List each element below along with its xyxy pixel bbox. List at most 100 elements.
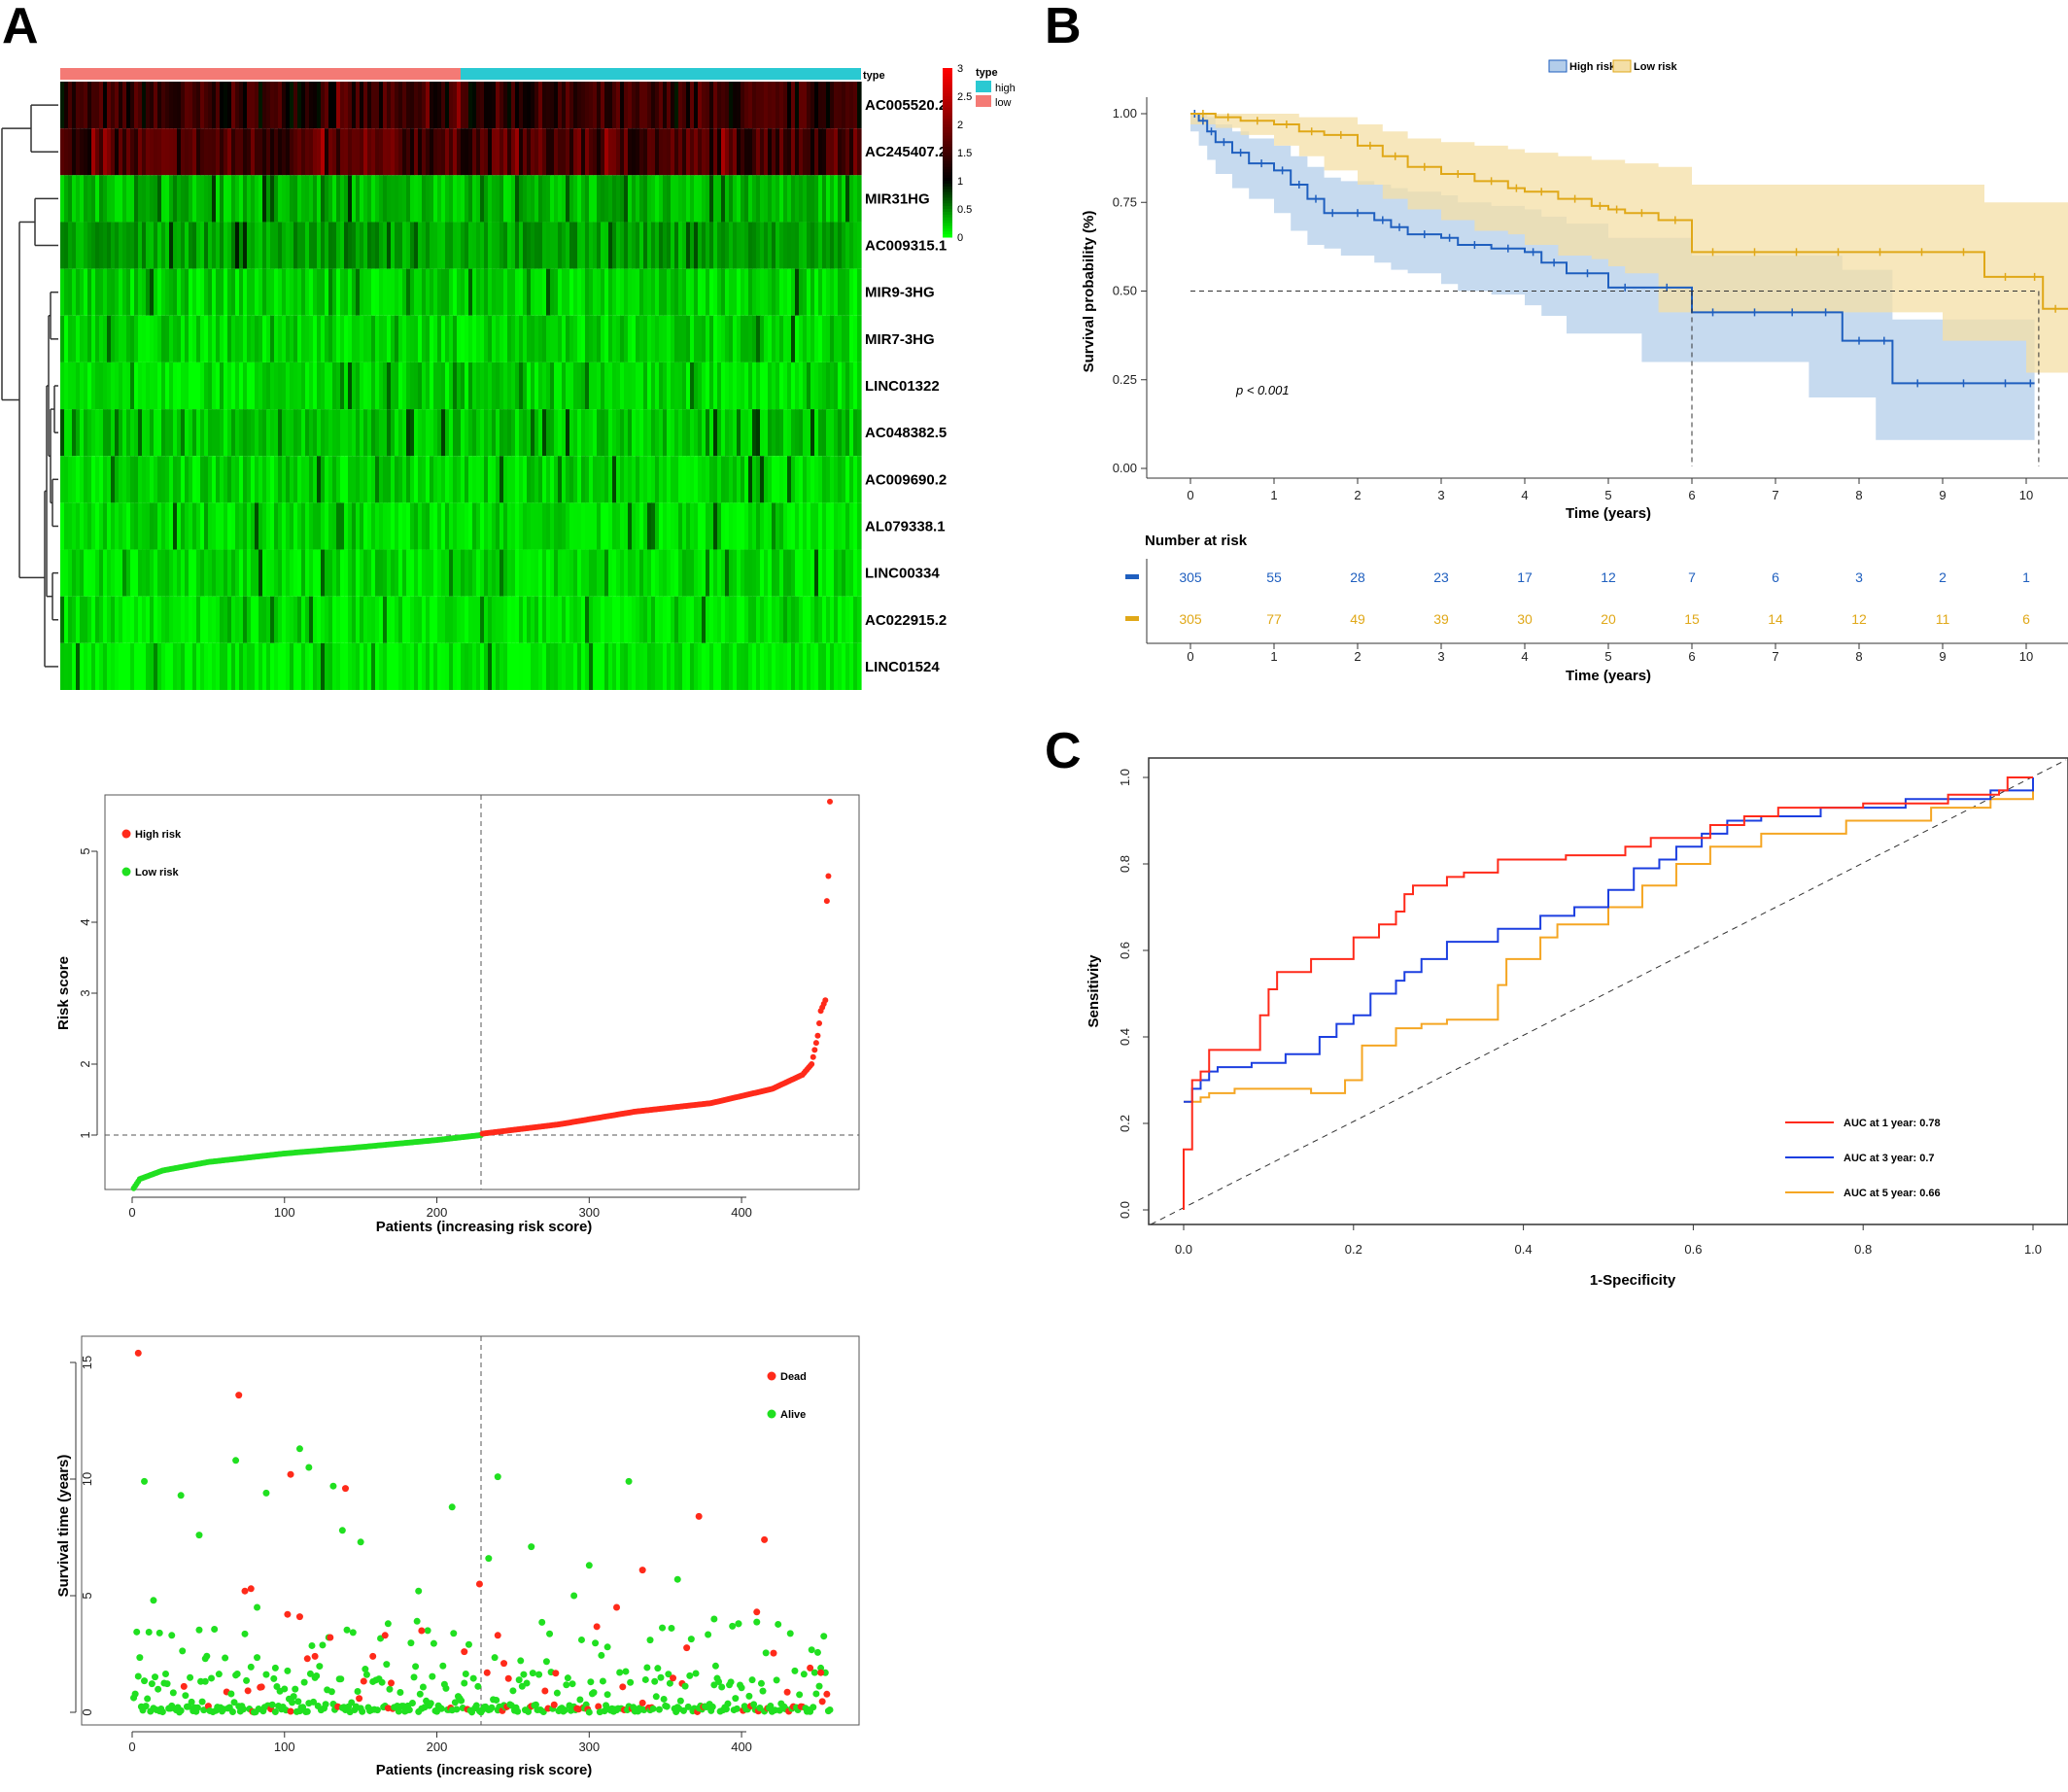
heatmap-cell: [826, 362, 831, 410]
heatmap-cell: [558, 596, 563, 643]
heatmap-cell: [527, 549, 532, 597]
heatmap-cell: [706, 409, 710, 457]
heatmap-cell: [169, 222, 174, 269]
heatmap-cell: [690, 362, 695, 410]
surv-point-dead: [235, 1392, 243, 1399]
surv-point-dead: [619, 1683, 627, 1691]
heatmap-cell: [531, 456, 535, 503]
heatmap-cell: [177, 502, 182, 550]
heatmap-cell: [344, 175, 349, 223]
heatmap-cell: [453, 82, 458, 129]
risk-table-low-value: 11: [1936, 611, 1950, 627]
heatmap-cell: [200, 222, 205, 269]
heatmap-cell: [328, 549, 333, 597]
colorbar-segment: [943, 132, 952, 137]
heatmap-cell: [150, 549, 155, 597]
heatmap-cell: [185, 642, 190, 690]
heatmap-cell: [542, 362, 547, 410]
colorbar-segment: [943, 186, 952, 190]
heatmap-cell: [647, 128, 652, 176]
heatmap-cell: [601, 222, 605, 269]
surv-point-dead: [683, 1644, 691, 1652]
colorbar-segment: [943, 172, 952, 176]
heatmap-cell: [550, 222, 555, 269]
heatmap-cell: [597, 596, 602, 643]
heatmap-cell: [146, 502, 151, 550]
heatmap-cell: [527, 502, 532, 550]
heatmap-cell: [803, 549, 808, 597]
heatmap-cell: [834, 502, 839, 550]
risk-points: [130, 798, 833, 1191]
heatmap-cell: [130, 596, 135, 643]
heatmap-cell: [95, 409, 100, 457]
heatmap-cell: [84, 596, 88, 643]
heatmap-cell: [235, 222, 240, 269]
heatmap-cell: [484, 596, 489, 643]
heatmap-cell: [620, 315, 625, 362]
heatmap-cell: [511, 175, 516, 223]
heatmap-cell: [492, 409, 497, 457]
heatmap-cell: [620, 268, 625, 316]
heatmap-cell: [363, 175, 368, 223]
heatmap-cell: [157, 268, 162, 316]
heatmap-cell: [165, 642, 170, 690]
heatmap-cell: [107, 128, 112, 176]
heatmap-cell: [64, 456, 69, 503]
heatmap-cell: [406, 222, 411, 269]
surv-point-dead: [369, 1652, 377, 1660]
heatmap-cell: [367, 596, 372, 643]
surv-point-alive: [733, 1705, 741, 1712]
heatmap-cell: [220, 128, 224, 176]
heatmap-cell: [437, 268, 442, 316]
heatmap-cell: [185, 549, 190, 597]
heatmap-cell: [546, 502, 551, 550]
heatmap-cell: [122, 642, 127, 690]
heatmap-cell: [348, 315, 353, 362]
roc-y-tick-label: 0.0: [1118, 1201, 1132, 1219]
heatmap-cell: [126, 549, 131, 597]
heatmap-cell: [119, 409, 123, 457]
heatmap-cell: [266, 502, 271, 550]
heatmap-cell: [177, 549, 182, 597]
heatmap-cell: [558, 362, 563, 410]
roc-legend-label-3: AUC at 3 year: 0.7: [1844, 1153, 1935, 1164]
heatmap-cell: [297, 82, 302, 129]
heatmap-cell: [772, 82, 776, 129]
heatmap-cell: [146, 642, 151, 690]
heatmap-cell: [72, 222, 77, 269]
colorbar-segment: [943, 166, 952, 170]
surv-y-axis-label: Survival time (years): [55, 1455, 72, 1598]
heatmap-cell: [208, 268, 213, 316]
heatmap-cell: [395, 549, 399, 597]
surv-point-alive: [810, 1669, 818, 1676]
surv-point-dead: [284, 1610, 292, 1618]
heatmap-cell: [122, 362, 127, 410]
km-y-tick-label: 0.75: [1113, 194, 1137, 209]
heatmap-cell: [468, 128, 473, 176]
heatmap-cell: [476, 502, 481, 550]
heatmap-cell: [787, 596, 792, 643]
heatmap-cell: [91, 456, 96, 503]
heatmap-cell: [636, 128, 640, 176]
heatmap-cell: [317, 315, 322, 362]
heatmap-cell: [480, 315, 485, 362]
heatmap-cell: [515, 642, 520, 690]
heatmap-cell: [783, 642, 788, 690]
heatmap-cell: [255, 315, 259, 362]
heatmap-cell: [776, 82, 780, 129]
heatmap-cell: [457, 549, 462, 597]
surv-point-alive: [193, 1704, 201, 1711]
heatmap-cell: [251, 409, 256, 457]
heatmap-cell: [853, 362, 858, 410]
heatmap-cell: [577, 409, 582, 457]
heatmap-cell: [410, 128, 415, 176]
heatmap-cell: [480, 456, 485, 503]
heatmap-cell: [569, 268, 574, 316]
heatmap-cell: [830, 502, 835, 550]
heatmap-cell: [68, 315, 73, 362]
heatmap-cell: [192, 222, 197, 269]
heatmap-cell: [247, 222, 252, 269]
row-dendrogram: [1, 104, 58, 668]
heatmap-cell: [68, 175, 73, 223]
heatmap-cell: [465, 409, 469, 457]
